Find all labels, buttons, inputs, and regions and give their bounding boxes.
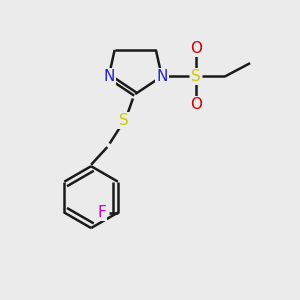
- Text: F: F: [97, 205, 106, 220]
- Text: S: S: [191, 69, 200, 84]
- Text: O: O: [190, 41, 202, 56]
- Text: N: N: [156, 69, 167, 84]
- Text: S: S: [118, 113, 128, 128]
- Text: N: N: [103, 69, 115, 84]
- Text: O: O: [190, 97, 202, 112]
